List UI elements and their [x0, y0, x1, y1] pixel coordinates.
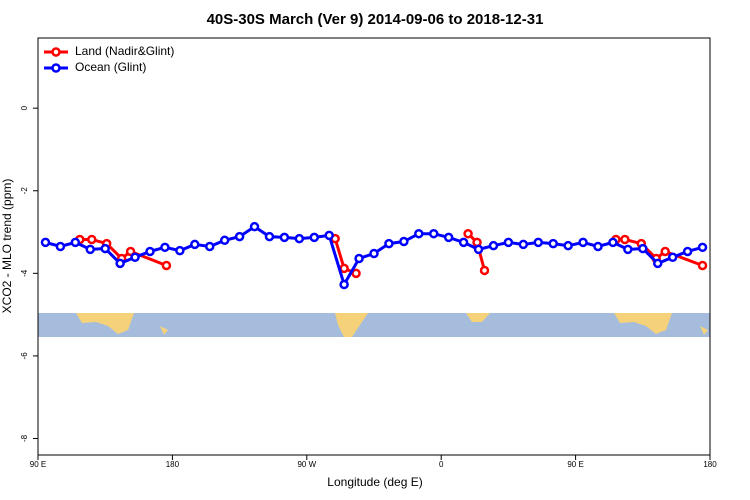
point — [160, 242, 170, 253]
point — [264, 231, 275, 242]
x-tick-label: 0 — [439, 460, 444, 469]
point — [125, 246, 136, 257]
y-tick-label: -4 — [20, 269, 29, 277]
point — [55, 241, 66, 252]
legend-label: Land (Nadir&Glint) — [75, 44, 174, 58]
point — [458, 237, 469, 248]
point — [697, 242, 708, 253]
point — [354, 253, 364, 264]
point — [309, 232, 320, 243]
point — [249, 221, 260, 232]
continents — [76, 313, 708, 337]
point — [443, 232, 454, 243]
point — [204, 241, 215, 252]
point — [369, 248, 379, 259]
point — [161, 260, 172, 271]
point — [87, 234, 97, 245]
point — [115, 258, 125, 269]
point — [518, 239, 529, 250]
y-tick-label: -6 — [20, 352, 29, 360]
point — [593, 241, 603, 252]
x-tick-label: 90 W — [297, 460, 316, 469]
x-tick-label: 90 E — [567, 460, 583, 469]
point — [234, 231, 245, 242]
legend-label: Ocean (Glint) — [75, 60, 146, 74]
y-tick-label: -2 — [20, 187, 29, 195]
point — [130, 252, 140, 262]
point — [533, 237, 544, 248]
point — [384, 238, 394, 249]
legend-marker — [51, 63, 61, 73]
point — [145, 246, 155, 257]
point — [399, 236, 409, 247]
point — [503, 237, 514, 248]
point — [563, 240, 573, 251]
x-tick-label: 90 E — [30, 460, 46, 469]
map-strip — [38, 313, 710, 337]
point — [667, 252, 678, 262]
point — [428, 228, 439, 239]
chart-title: 40S-30S March (Ver 9) 2014-09-06 to 2018… — [207, 11, 544, 28]
point — [351, 268, 361, 279]
point — [548, 238, 558, 249]
point — [697, 260, 708, 271]
point — [652, 258, 663, 269]
point — [473, 244, 484, 255]
legend-marker — [51, 47, 61, 57]
point — [324, 230, 334, 241]
y-axis-label: XCO2 - MLO trend (ppm) — [0, 179, 14, 314]
point — [339, 263, 349, 274]
y-tick-label: -8 — [20, 434, 29, 442]
point — [608, 237, 618, 248]
point — [660, 246, 670, 257]
point — [414, 228, 424, 239]
point — [40, 237, 51, 248]
plot-frame — [37, 37, 711, 456]
point — [190, 239, 200, 250]
point — [219, 235, 230, 246]
x-tick-label: 180 — [703, 460, 717, 469]
point — [463, 228, 473, 239]
point — [620, 234, 630, 245]
point — [294, 233, 305, 244]
point — [175, 245, 185, 256]
point — [488, 240, 499, 251]
x-axis-label: Longitude (deg E) — [327, 475, 422, 489]
point — [100, 243, 110, 254]
y-tick-label: 0 — [20, 105, 29, 110]
point — [479, 265, 490, 276]
point — [85, 244, 96, 255]
point — [339, 279, 349, 290]
point — [70, 237, 81, 248]
point — [623, 244, 633, 255]
x-tick-label: 180 — [166, 460, 180, 469]
point — [279, 232, 290, 243]
point — [578, 237, 588, 248]
point — [682, 246, 693, 257]
point — [638, 243, 648, 254]
